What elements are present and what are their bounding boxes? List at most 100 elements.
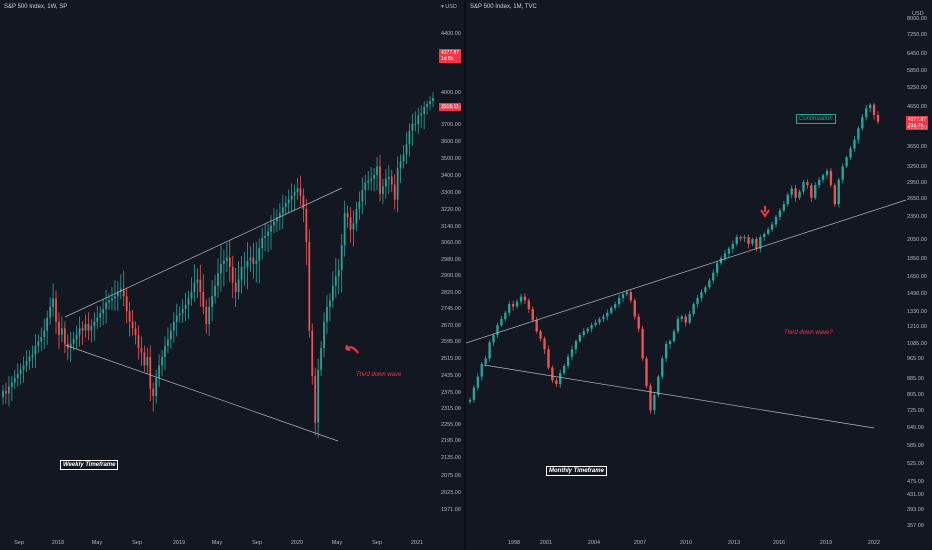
candle-body <box>382 186 384 194</box>
candle-body <box>523 296 527 301</box>
upper-trendline[interactable] <box>64 187 343 318</box>
candle-body <box>825 170 829 176</box>
price-tick-label: 3650.00 <box>907 144 927 150</box>
candle-body <box>763 233 766 238</box>
weekly-chart-canvas[interactable] <box>0 0 466 550</box>
weekly-chart-pane[interactable]: S&P 500 Index, 1W, SP Weekly Timeframe T… <box>0 0 466 550</box>
candle-body <box>140 348 143 353</box>
candle-body <box>715 263 719 273</box>
candle-body <box>794 188 797 198</box>
candle-body <box>25 361 28 366</box>
candle-body <box>2 390 4 398</box>
monthly-lower-trendline[interactable] <box>483 364 875 429</box>
candle-body <box>81 328 84 331</box>
candle-body <box>778 210 782 217</box>
time-tick-label: 2021 <box>410 540 424 546</box>
candle-body <box>40 337 43 342</box>
time-tick-label: 2010 <box>679 540 693 546</box>
price-tick-label: 885.00 <box>907 376 924 382</box>
price-tick-label: 3600.00 <box>441 139 461 145</box>
candle-body <box>261 237 264 249</box>
candle-body <box>72 339 75 344</box>
candle-body <box>276 217 278 222</box>
price-tick-label: 3140.00 <box>441 224 461 230</box>
candle-body <box>566 356 570 366</box>
price-tick-label: 2515.00 <box>441 356 461 362</box>
candle-body <box>231 267 234 283</box>
price-tick-label: 8000.00 <box>907 16 927 22</box>
candle-body <box>817 179 821 186</box>
candle-body <box>676 318 680 332</box>
candle-body <box>34 345 37 355</box>
candle-body <box>364 182 367 191</box>
price-tick-label: 585.00 <box>907 443 924 449</box>
candle-body <box>22 365 25 370</box>
monthly-timeframe-label: Monthly Timeframe <box>546 466 607 476</box>
price-tick-label: 725.00 <box>907 408 924 414</box>
candle-body <box>158 365 160 379</box>
candle-body <box>621 294 625 298</box>
weekly-close-price-tag: 3916.11 <box>439 103 461 111</box>
candle-body <box>625 292 629 295</box>
weekly-currency-prefix-icon: ▾ <box>441 4 446 10</box>
candle-body <box>116 292 119 297</box>
candle-body <box>480 363 483 377</box>
pane-divider[interactable] <box>464 0 466 550</box>
time-tick-label: 1998 <box>507 540 521 546</box>
candle-body <box>105 302 107 310</box>
price-tick-label: 2670.00 <box>441 323 461 329</box>
candle-body <box>849 148 852 158</box>
candle-body <box>417 115 420 124</box>
candle-body <box>134 328 137 335</box>
candle-body <box>845 157 848 167</box>
candle-body <box>590 325 593 329</box>
candle-body <box>712 272 715 281</box>
candle-body <box>782 204 786 211</box>
candle-body <box>340 245 343 271</box>
candle-body <box>747 237 750 244</box>
price-tick-label: 2075.00 <box>441 473 461 479</box>
candle-body <box>99 313 102 318</box>
monthly-upper-trendline[interactable] <box>466 199 907 344</box>
candle-body <box>547 349 550 368</box>
candle-body <box>688 313 691 323</box>
candle-body <box>555 380 558 384</box>
time-tick-label: 2007 <box>633 540 647 546</box>
candle-body <box>290 195 293 200</box>
price-tick-label: 2315.00 <box>441 406 461 412</box>
price-tick-label: 1210.00 <box>907 324 927 330</box>
price-tick-label: 3250.00 <box>907 164 927 170</box>
price-tick-label: 2255.00 <box>441 422 461 428</box>
weekly-chart-title: S&P 500 Index, 1W, SP <box>4 4 68 10</box>
price-tick-label: 1650.00 <box>907 274 927 280</box>
candle-body <box>786 194 789 205</box>
candle-body <box>370 178 373 181</box>
monthly-chart-pane[interactable]: S&P 500 Index, 1M, TVC Monthly Timeframe… <box>466 0 932 550</box>
candle-body <box>704 287 707 293</box>
candle-body <box>535 320 538 332</box>
candle-body <box>399 161 402 169</box>
price-tick-label: 475.00 <box>907 479 924 485</box>
candle-body <box>396 168 399 200</box>
candle-body <box>284 203 287 208</box>
candle-body <box>872 104 876 115</box>
monthly-chart-canvas[interactable] <box>466 0 932 550</box>
time-tick-label: 2016 <box>772 540 786 546</box>
candle-body <box>358 201 361 209</box>
candle-body <box>790 188 793 195</box>
lower-trendline[interactable] <box>64 344 339 442</box>
monthly-currency-label: USD <box>912 11 924 17</box>
candle-body <box>122 288 125 297</box>
candle-body <box>641 328 644 359</box>
candle-body <box>645 358 648 386</box>
candle-body <box>429 101 431 104</box>
candle-body <box>149 356 152 389</box>
candle-body <box>237 279 240 292</box>
candle-body <box>331 285 334 301</box>
candle-body <box>598 318 601 323</box>
time-tick-label: May <box>91 540 103 546</box>
price-tick-label: 1971.00 <box>441 507 461 513</box>
candle-body <box>519 296 523 302</box>
candle-body <box>334 276 337 286</box>
candle-body <box>727 248 731 254</box>
